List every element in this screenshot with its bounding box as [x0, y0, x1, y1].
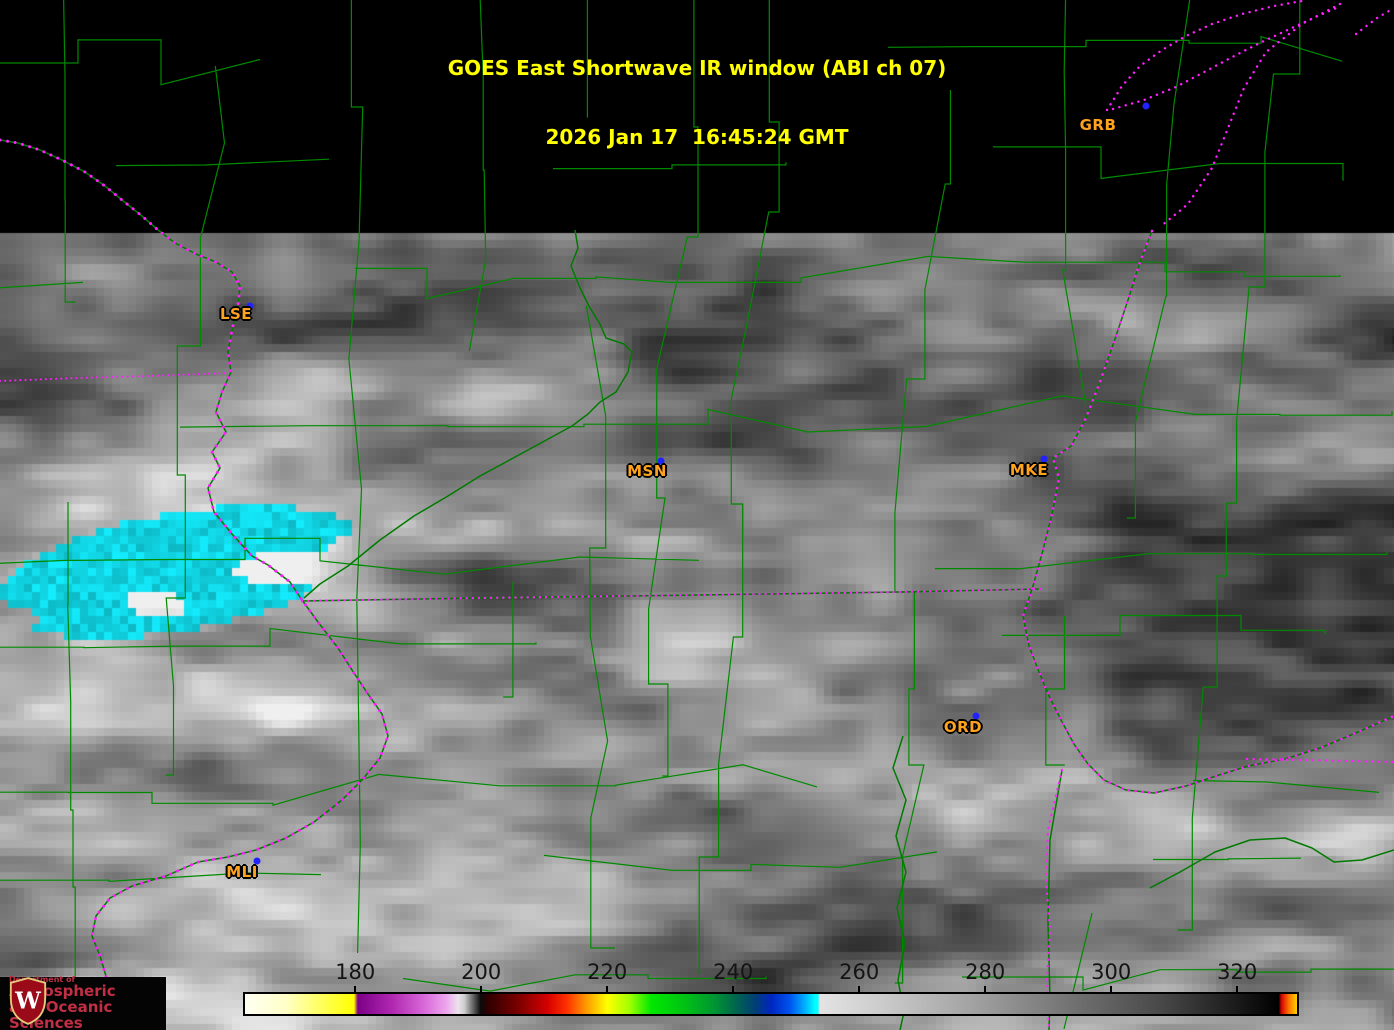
- station-label-ORD: ORD: [943, 718, 983, 736]
- product-title: GOES East Shortwave IR window (ABI ch 07…: [0, 11, 1394, 195]
- river-path: [1047, 769, 1063, 1030]
- river-path: [1022, 230, 1394, 794]
- station-label-MSN: MSN: [627, 462, 667, 480]
- state-border-path: [1111, 4, 1343, 111]
- colorbar-tick: [1236, 986, 1239, 992]
- river-path: [892, 735, 907, 1030]
- station-label-MKE: MKE: [1009, 461, 1049, 479]
- station-dot-MSN: [657, 457, 665, 465]
- station-label-MLI: MLI: [226, 863, 258, 881]
- colorbar-tick-label: 180: [335, 960, 376, 984]
- colorbar-tick-label: 280: [965, 960, 1006, 984]
- river-lines: [0, 139, 1394, 1030]
- aos-logo: W Department of Atmospheric and Oceanic …: [0, 974, 166, 1030]
- state-border-path: [1158, 2, 1342, 229]
- station-dot-MKE: [1040, 455, 1048, 463]
- state-border-path: [1245, 757, 1394, 764]
- state-border-path: [1105, 0, 1304, 112]
- state-border-path: [1354, 6, 1394, 36]
- state-border-path: [1021, 229, 1394, 795]
- river-path: [1149, 837, 1394, 889]
- river-path: [303, 229, 633, 599]
- title-line1: GOES East Shortwave IR window (ABI ch 07…: [447, 56, 947, 80]
- station-label-GRB: GRB: [1079, 116, 1117, 134]
- colorbar-tick: [480, 986, 483, 992]
- state-border-path: [0, 138, 390, 1030]
- colorbar-tick-label: 200: [461, 960, 502, 984]
- colorbar-tick-label: 320: [1217, 960, 1258, 984]
- colorbar-tick: [1110, 986, 1113, 992]
- crest-letter: W: [14, 988, 41, 1015]
- colorbar-tick-label: 300: [1091, 960, 1132, 984]
- station-dot-MLI: [253, 857, 261, 865]
- state-border-path: [0, 372, 227, 382]
- temperature-colorbar: 180 200 220 240 260 280 300 320: [243, 960, 1299, 1016]
- station-label-LSE: LSE: [219, 305, 253, 323]
- colorbar-tick: [984, 986, 987, 992]
- river-path: [0, 139, 389, 1030]
- station-dot-LSE: [246, 302, 254, 310]
- colorbar-tick: [354, 986, 357, 992]
- colorbar-tick: [606, 986, 609, 992]
- title-line2: 2026 Jan 17 16:45:24 GMT: [545, 125, 849, 149]
- station-dot-GRB: [1142, 102, 1150, 110]
- river-path: [301, 588, 1041, 602]
- colorbar-tick-label: 220: [587, 960, 628, 984]
- colorbar-tick: [732, 986, 735, 992]
- station-dot-ORD: [972, 712, 980, 720]
- uw-crest-icon: W: [9, 977, 47, 1025]
- colorbar-tick-label: 260: [839, 960, 880, 984]
- state-border-path: [1044, 768, 1064, 1030]
- colorbar-tick: [858, 986, 861, 992]
- colorbar-tick-label: 240: [713, 960, 754, 984]
- logo-dept-line: Department of: [9, 974, 76, 984]
